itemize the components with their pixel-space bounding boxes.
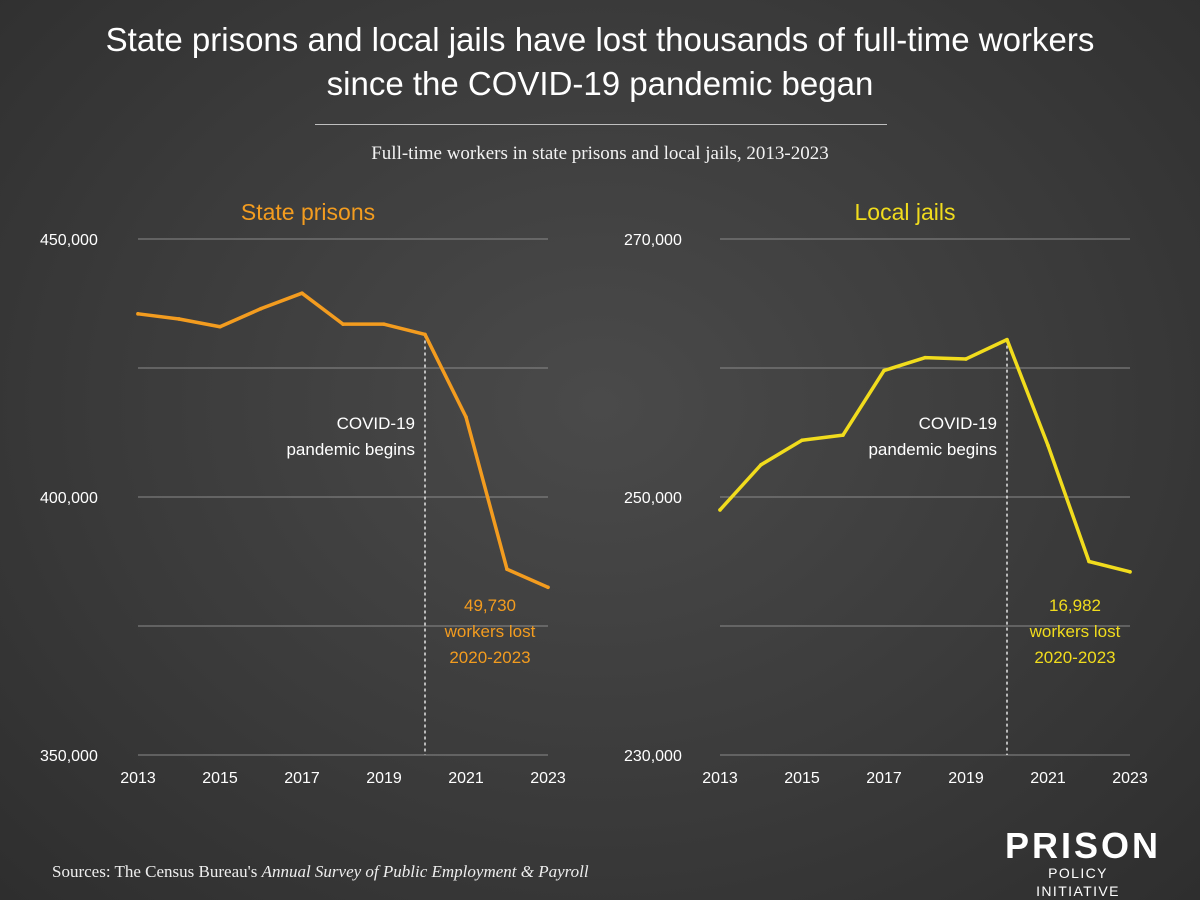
- y-tick-label: 230,000: [624, 748, 682, 765]
- data-point: [759, 462, 763, 467]
- y-tick-label: 450,000: [40, 232, 98, 249]
- x-tick-label: 2017: [284, 770, 320, 787]
- workers-lost-annotation: 49,730: [464, 596, 516, 615]
- data-point: [464, 415, 468, 419]
- x-tick-label: 2019: [366, 770, 402, 787]
- data-point: [218, 324, 222, 329]
- data-point: [177, 317, 181, 321]
- panel-title: State prisons: [241, 199, 375, 225]
- x-tick-label: 2021: [448, 770, 484, 787]
- data-point: [1005, 337, 1009, 342]
- x-tick-label: 2023: [1112, 770, 1148, 787]
- x-tick-label: 2021: [1030, 770, 1066, 787]
- data-point: [341, 322, 345, 326]
- data-point: [505, 567, 509, 572]
- data-point: [423, 332, 427, 337]
- data-point: [718, 508, 722, 512]
- x-tick-label: 2013: [120, 770, 156, 787]
- data-point: [841, 433, 845, 437]
- title-line-2: since the COVID-19 pandemic began: [326, 65, 874, 102]
- x-tick-label: 2015: [202, 770, 238, 787]
- title-line-1: State prisons and local jails have lost …: [105, 21, 1095, 58]
- x-tick-label: 2017: [866, 770, 902, 787]
- workers-lost-annotation: 2020-2023: [1034, 648, 1115, 667]
- workers-lost-annotation: workers lost: [444, 622, 536, 641]
- data-point: [964, 357, 968, 361]
- data-point: [882, 368, 886, 373]
- logo-word-policy-initiative: POLICY INITIATIVE: [1036, 865, 1120, 899]
- marker-label: COVID-19: [919, 414, 997, 433]
- y-tick-label: 250,000: [624, 490, 682, 507]
- marker-label: COVID-19: [337, 414, 415, 433]
- panel-local-jails: Local jails 230,000 250,000 270,000 2013 2015…: [624, 199, 1148, 787]
- prison-policy-initiative-logo: PRISON POLICY INITIATIVE: [1005, 825, 1162, 900]
- workers-lost-annotation: 16,982: [1049, 596, 1101, 615]
- sources-title: Annual Survey of Public Employment & Pay…: [261, 862, 589, 881]
- data-point: [1046, 443, 1050, 448]
- data-point: [136, 312, 140, 316]
- data-point: [300, 291, 304, 295]
- data-point: [382, 322, 386, 326]
- sources-prefix: Sources: The Census Bureau's: [52, 862, 262, 881]
- x-tick-label: 2023: [530, 770, 566, 787]
- data-point: [800, 438, 804, 443]
- y-tick-label: 270,000: [624, 232, 682, 249]
- y-tick-label: 350,000: [40, 748, 98, 765]
- logo-word-prison: PRISON: [1005, 825, 1162, 866]
- panel-title: Local jails: [855, 199, 956, 225]
- data-point: [1087, 559, 1091, 564]
- chart-title: State prisons and local jails have lost …: [0, 18, 1200, 106]
- chart-subtitle: Full-time workers in state prisons and l…: [371, 143, 829, 164]
- panel-state-prisons: State prisons 350,000 400,000 450,000 2013 20…: [40, 199, 566, 787]
- sources-note: Sources: The Census Bureau's Annual Surv…: [52, 862, 589, 882]
- x-tick-label: 2013: [702, 770, 738, 787]
- marker-label: pandemic begins: [286, 440, 415, 459]
- workers-lost-annotation: workers lost: [1029, 622, 1121, 641]
- data-point: [546, 585, 550, 590]
- workers-lost-annotation: 2020-2023: [449, 648, 530, 667]
- y-tick-label: 400,000: [40, 490, 98, 507]
- marker-label: pandemic begins: [868, 440, 997, 459]
- data-point: [259, 306, 263, 311]
- x-tick-label: 2019: [948, 770, 984, 787]
- x-tick-label: 2015: [784, 770, 820, 787]
- title-divider: [315, 124, 887, 125]
- data-point: [1128, 570, 1132, 574]
- data-point: [923, 355, 927, 360]
